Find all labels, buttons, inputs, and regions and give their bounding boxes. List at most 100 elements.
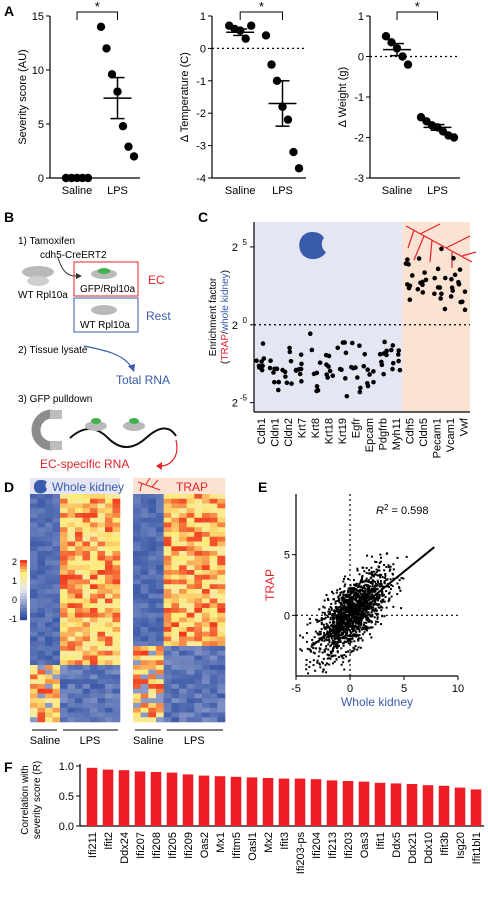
gene-point [344, 595, 347, 598]
heatmap-cell-whole-kidney [45, 598, 53, 604]
gene-point [331, 639, 334, 642]
gene-point [326, 597, 329, 600]
gene-point [382, 563, 385, 566]
heatmap-cell-trap [209, 712, 218, 718]
heatmap-cell-trap [202, 707, 210, 713]
heatmap-cell-trap [202, 693, 210, 699]
heatmap-cell-trap [148, 546, 157, 552]
gene-point [336, 599, 339, 602]
heatmap-cell-whole-kidney [67, 693, 76, 699]
enrichment-point [299, 361, 304, 367]
heatmap-cell-whole-kidney [37, 541, 46, 547]
gene-point [371, 608, 374, 611]
heatmap-cell-whole-kidney [97, 508, 106, 514]
enrichment-point [355, 375, 360, 380]
gene-point [308, 665, 311, 668]
heatmap-cell-trap [140, 555, 149, 561]
heatmap-cell-whole-kidney [105, 674, 113, 680]
gene-point [357, 637, 360, 640]
gene-point [335, 644, 338, 647]
correlation-bar [86, 767, 98, 826]
gene-point [354, 645, 357, 648]
gene-point [357, 639, 360, 642]
enrichment-point [297, 371, 303, 377]
gene-point [331, 625, 334, 628]
gene-point [387, 584, 390, 587]
gene-point [354, 615, 357, 618]
heatmap-cell-trap [202, 527, 210, 533]
heatmap-cell-trap [171, 660, 180, 666]
gene-point [339, 610, 342, 613]
enrichment-point [349, 340, 355, 346]
heatmap-cell-whole-kidney [82, 527, 91, 533]
gene-point [328, 638, 331, 641]
heatmap-cell-trap [194, 584, 203, 590]
gene-label: Ifi204 [311, 832, 323, 859]
heatmap-cell-trap [179, 707, 187, 713]
gene-point [313, 636, 316, 639]
heatmap-cell-trap [209, 503, 218, 509]
gene-label: Epcam [364, 418, 376, 452]
heatmap-cell-trap [148, 650, 157, 656]
enrichment-point [254, 358, 259, 364]
heatmap-cell-whole-kidney [60, 693, 68, 699]
heatmap-cell-whole-kidney [82, 646, 91, 652]
heatmap-cell-trap [202, 665, 210, 671]
heatmap-cell-trap [186, 684, 195, 690]
heatmap-cell-trap [202, 536, 210, 542]
data-point [124, 142, 133, 151]
heatmap-cell-whole-kidney [30, 703, 38, 709]
heatmap-cell-trap [163, 669, 172, 675]
gene-point [312, 664, 315, 667]
heatmap-cell-trap [171, 603, 180, 609]
heatmap-cell-whole-kidney [52, 650, 61, 656]
gene-point [353, 647, 356, 650]
heatmap-cell-whole-kidney [105, 650, 113, 656]
gene-point [319, 632, 322, 635]
y-tick-label: -4 [196, 173, 206, 185]
heatmap-cell-trap [179, 650, 187, 656]
heatmap-cell-trap [148, 617, 157, 623]
heatmap-cell-trap [209, 598, 218, 604]
heatmap-cell-whole-kidney [75, 712, 83, 718]
gene-point [349, 631, 352, 634]
gene-point [359, 603, 362, 606]
heatmap-cell-trap [186, 698, 195, 704]
heatmap-cell-whole-kidney [67, 494, 76, 500]
heatmap-cell-whole-kidney [75, 494, 83, 500]
heatmap-cell-trap [186, 627, 195, 633]
heatmap-cell-whole-kidney [112, 508, 121, 514]
heatmap-cell-whole-kidney [52, 608, 61, 614]
heatmap-cell-whole-kidney [37, 698, 46, 704]
gene-label: Ifit1bl1 [471, 832, 483, 864]
gene-point [331, 590, 334, 593]
gene-point [353, 628, 356, 631]
heatmap-cell-trap [209, 665, 218, 671]
heatmap-cell-whole-kidney [37, 503, 46, 509]
heatmap-cell-trap [179, 541, 187, 547]
lps-group-label: LPS [80, 735, 101, 747]
heatmap-cell-whole-kidney [45, 688, 53, 694]
gene-point [332, 592, 335, 595]
gene-point [331, 648, 334, 651]
gene-point [364, 627, 367, 630]
heatmap-cell-whole-kidney [67, 622, 76, 628]
gene-point [365, 611, 368, 614]
gene-label: Ifi203-ps [295, 832, 307, 875]
heatmap-cell-trap [156, 660, 164, 666]
heatmap-cell-trap [209, 674, 218, 680]
gene-point [351, 602, 354, 605]
gene-point [373, 586, 376, 589]
heatmap-cell-whole-kidney [75, 665, 83, 671]
gene-point [348, 635, 351, 638]
gene-point [323, 640, 326, 643]
enrichment-point [284, 380, 290, 386]
heatmap-cell-trap [156, 707, 164, 713]
heatmap-cell-whole-kidney [30, 579, 38, 585]
heatmap-cell-trap [202, 660, 210, 666]
heatmap-cell-trap [202, 593, 210, 599]
gene-point [360, 628, 363, 631]
heatmap-cell-trap [202, 522, 210, 528]
heatmap-cell-whole-kidney [75, 570, 83, 576]
gene-label: Ifi208 [151, 832, 163, 859]
